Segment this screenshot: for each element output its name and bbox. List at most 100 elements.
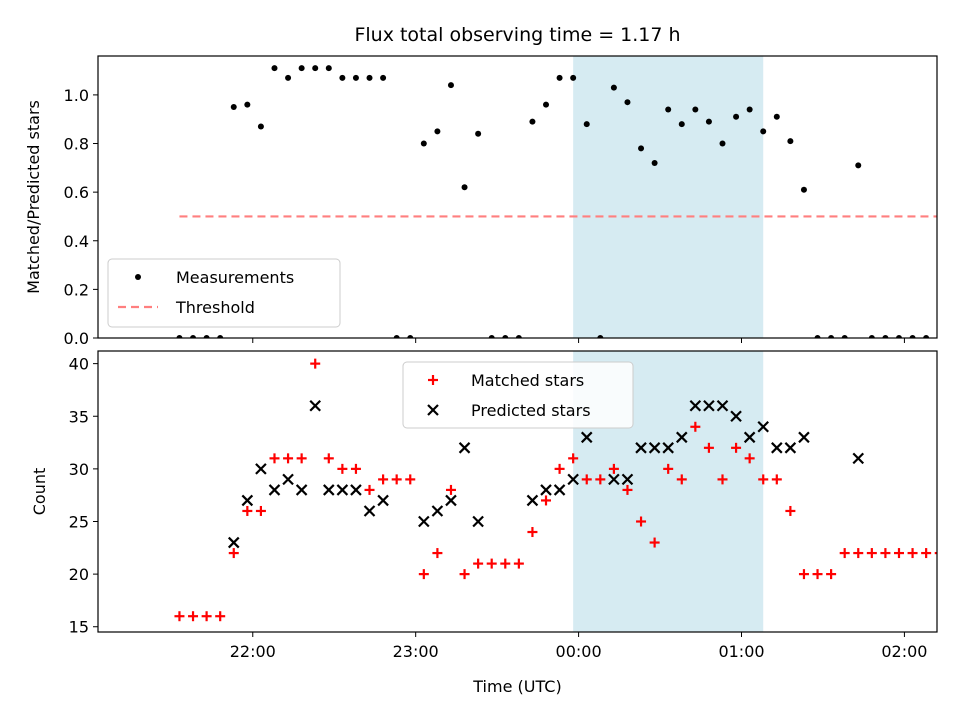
matched-star-point xyxy=(758,474,769,485)
measurement-point xyxy=(176,335,183,338)
y-axis-label: Count xyxy=(30,468,49,516)
predicted-star-point-b xyxy=(323,484,335,496)
axes-frame xyxy=(97,350,938,633)
predicted-star-point-b xyxy=(553,484,566,496)
measurement-point xyxy=(651,159,658,166)
measurement-point xyxy=(692,106,699,113)
measurement-point xyxy=(719,140,726,147)
predicted-star-point-b xyxy=(336,484,349,496)
predicted-star-point-b xyxy=(730,410,742,423)
matched-star-point xyxy=(771,474,782,485)
matched-star-point xyxy=(921,548,932,559)
measurement-point xyxy=(705,118,712,125)
predicted-star-point-b xyxy=(268,484,281,496)
matched-star-point xyxy=(636,516,647,527)
predicted-star-point-b xyxy=(771,442,783,454)
x-tick-label: 22:00 xyxy=(230,642,276,661)
y-tick-label: 0.2 xyxy=(64,280,89,299)
y-tick-label: 20 xyxy=(69,565,89,584)
legend-box xyxy=(107,258,341,328)
predicted-star-point xyxy=(567,473,579,486)
measurement-point xyxy=(393,335,400,338)
predicted-star-point xyxy=(309,399,321,412)
matched-star-point xyxy=(391,474,402,485)
matched-star-point xyxy=(690,421,701,432)
legend-measurement-swatch xyxy=(135,274,141,280)
measurement-point xyxy=(420,140,427,147)
legend-label: Measurements xyxy=(176,268,294,287)
measurement-point xyxy=(230,104,237,111)
plot-area xyxy=(176,65,937,338)
legend: Matched stars Predicted stars xyxy=(402,361,634,429)
matched-star-point xyxy=(812,569,823,580)
predicted-star-point xyxy=(526,494,539,507)
measurement-point xyxy=(733,113,740,120)
predicted-star-point xyxy=(295,484,308,496)
predicted-star-point xyxy=(743,431,756,444)
measurement-point xyxy=(244,101,251,108)
measurement-point xyxy=(556,74,563,81)
predicted-star-point xyxy=(350,484,362,496)
matched-star-point xyxy=(323,453,334,464)
measurement-point xyxy=(298,65,305,72)
measurement-point xyxy=(285,74,292,81)
measurement-point xyxy=(217,335,224,338)
measurement-point xyxy=(380,74,387,81)
legend-predicted-swatch xyxy=(427,404,439,416)
matched-star-point xyxy=(188,611,199,622)
matched-star-point xyxy=(554,463,565,474)
chart-title: Flux total observing time = 1.17 h xyxy=(354,24,680,46)
matched-star-point xyxy=(853,548,864,559)
x-tick-label: 01:00 xyxy=(718,642,764,661)
predicted-star-point xyxy=(621,473,634,486)
predicted-star-point xyxy=(445,494,457,507)
predicted-star-point-b xyxy=(608,473,620,486)
predicted-star-point-b xyxy=(363,505,376,517)
predicted-star-point-b xyxy=(295,484,308,496)
predicted-star-point-b xyxy=(743,431,756,444)
matched-star-point xyxy=(283,453,294,464)
predicted-star-point xyxy=(580,431,593,444)
matched-star-point xyxy=(473,558,484,569)
predicted-star-point xyxy=(662,442,674,454)
legend-predicted-swatch-b xyxy=(427,404,439,416)
matched-star-point xyxy=(174,611,185,622)
predicted-star-point-b xyxy=(703,399,715,412)
predicted-star-point xyxy=(268,484,281,496)
measurement-point xyxy=(882,335,889,338)
matched-star-point xyxy=(201,611,212,622)
matched-star-point xyxy=(717,474,728,485)
predicted-star-point xyxy=(716,399,729,412)
matched-star-point xyxy=(826,569,837,580)
matched-star-point xyxy=(839,548,850,559)
predicted-star-point xyxy=(540,484,552,496)
measurement-point xyxy=(597,335,604,338)
predicted-star-point xyxy=(431,505,444,517)
predicted-star-point xyxy=(798,431,810,444)
measurement-point xyxy=(665,106,672,113)
predicted-star-point-b xyxy=(282,473,294,486)
matched-star-point xyxy=(703,442,714,453)
matched-star-point xyxy=(880,548,891,559)
measurement-point xyxy=(543,101,550,108)
predicted-star-point-b xyxy=(241,494,254,507)
matched-star-point xyxy=(432,548,443,559)
x-tick-label: 00:00 xyxy=(556,642,602,661)
measurement-point xyxy=(475,130,482,137)
matched-star-point xyxy=(907,548,918,559)
y-tick-label: 0.4 xyxy=(64,232,89,251)
legend-label: Threshold xyxy=(175,298,255,317)
matched-star-point xyxy=(568,453,579,464)
predicted-star-point xyxy=(241,494,254,507)
matched-star-point xyxy=(595,474,606,485)
matched-star-point xyxy=(744,453,755,464)
predicted-star-point-b xyxy=(689,399,702,412)
plot-area xyxy=(174,358,937,622)
predicted-star-point-b xyxy=(309,399,321,412)
predicted-star-point-b xyxy=(255,463,267,475)
matched-star-point xyxy=(513,558,524,569)
predicted-star-point-b xyxy=(445,494,457,507)
measurement-point xyxy=(488,335,495,338)
matched-star-point xyxy=(459,569,470,580)
predicted-star-point xyxy=(784,442,797,454)
